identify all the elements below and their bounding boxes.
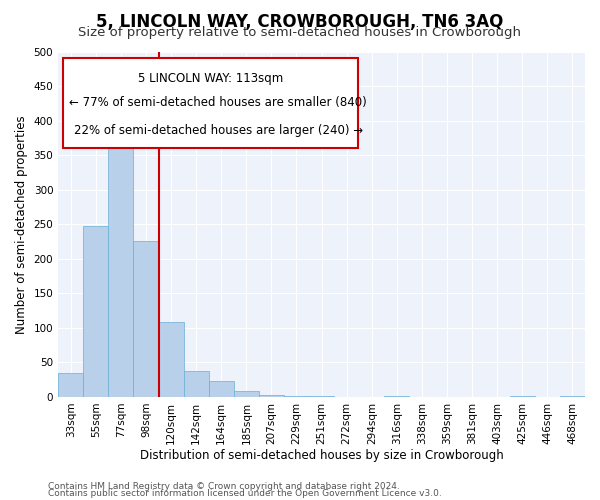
Bar [158,322,184,397]
Y-axis label: Number of semi-detached properties: Number of semi-detached properties [15,115,28,334]
Bar [234,390,259,397]
Bar [64,58,358,148]
Text: Contains public sector information licensed under the Open Government Licence v3: Contains public sector information licen… [48,488,442,498]
Bar [309,396,334,397]
Bar [109,118,133,397]
Text: ← 77% of semi-detached houses are smaller (840): ← 77% of semi-detached houses are smalle… [69,96,367,110]
Bar [83,226,109,397]
Bar [184,372,209,397]
Bar [284,396,309,397]
Bar [385,396,409,397]
Text: 5 LINCOLN WAY: 113sqm: 5 LINCOLN WAY: 113sqm [139,72,284,85]
Text: Size of property relative to semi-detached houses in Crowborough: Size of property relative to semi-detach… [79,26,521,39]
Bar [510,396,535,397]
Bar [58,373,83,397]
Text: 5, LINCOLN WAY, CROWBOROUGH, TN6 3AQ: 5, LINCOLN WAY, CROWBOROUGH, TN6 3AQ [97,12,503,30]
Bar [259,395,284,397]
Bar [560,396,585,397]
Bar [209,381,234,397]
X-axis label: Distribution of semi-detached houses by size in Crowborough: Distribution of semi-detached houses by … [140,450,503,462]
Text: 22% of semi-detached houses are larger (240) →: 22% of semi-detached houses are larger (… [74,124,363,137]
Bar [133,241,158,397]
Text: Contains HM Land Registry data © Crown copyright and database right 2024.: Contains HM Land Registry data © Crown c… [48,482,400,491]
